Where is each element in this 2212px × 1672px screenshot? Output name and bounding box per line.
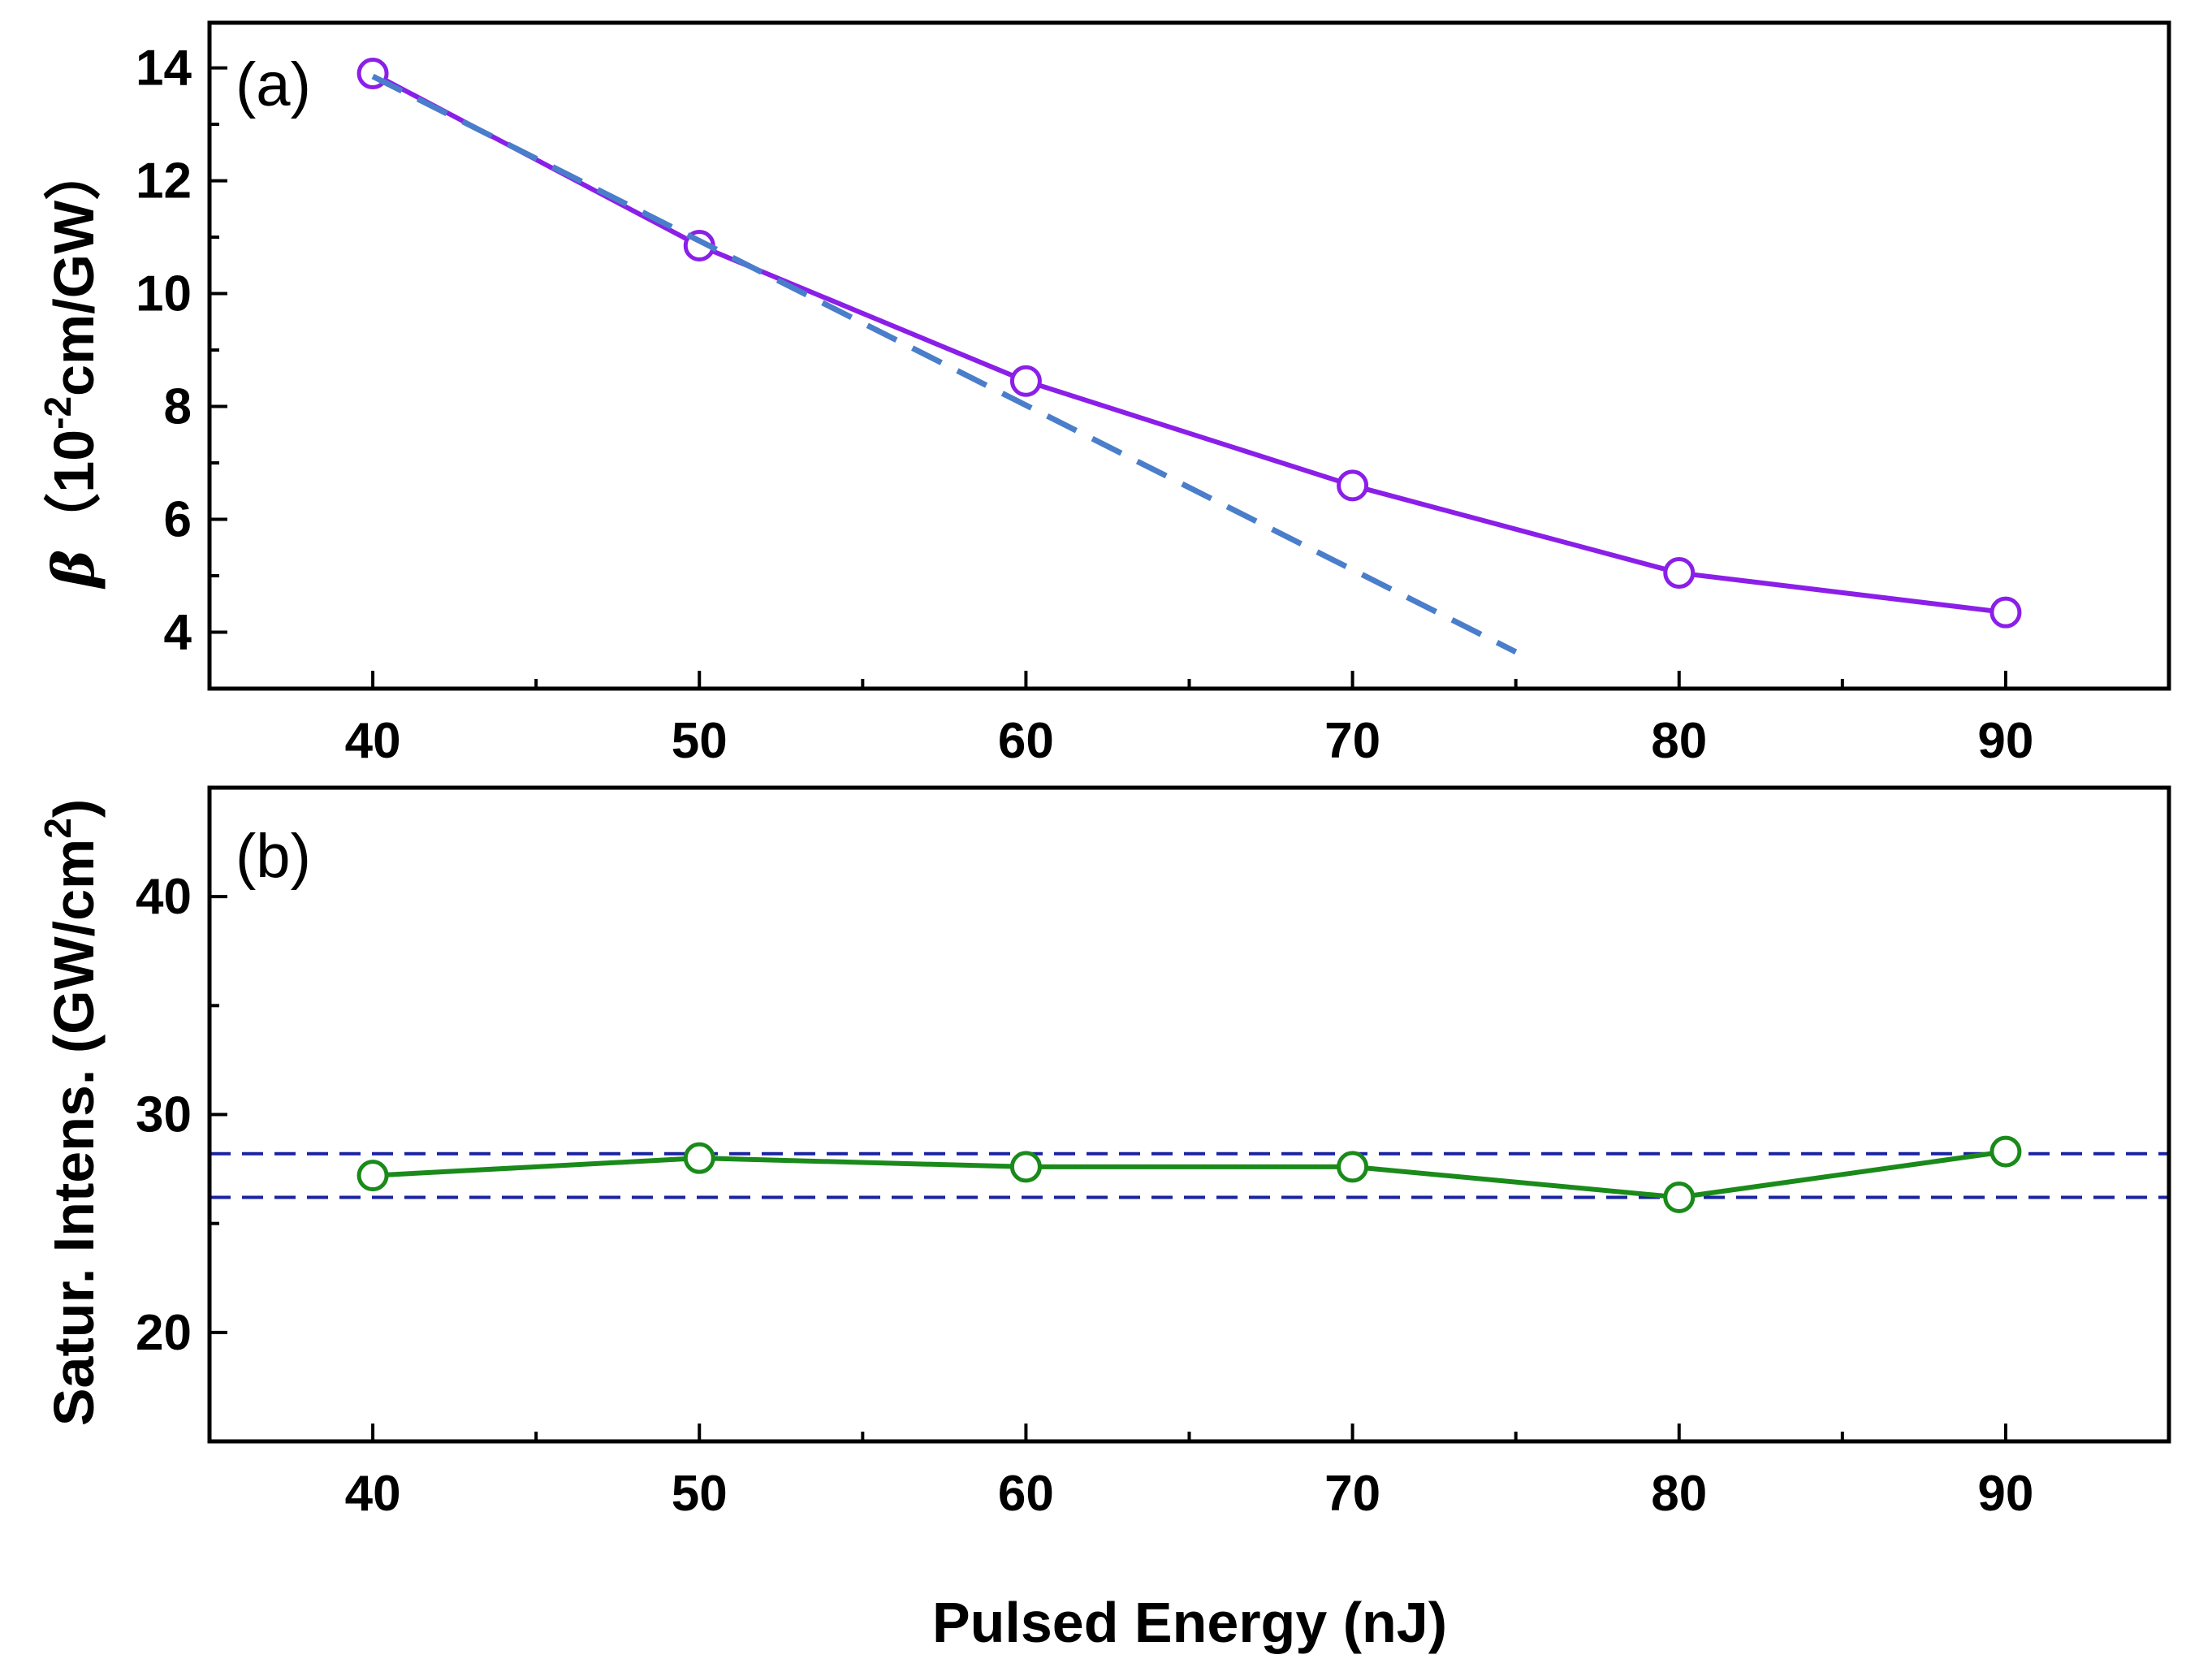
panel-b-ylabel-exp: 2 — [37, 818, 79, 839]
panel-b-x-tick-label: 50 — [672, 1466, 728, 1522]
panel-a-ylabel-base: 10 — [42, 430, 106, 493]
panel-b-data-point — [356, 1160, 389, 1192]
panel-b-data-point — [1337, 1151, 1369, 1183]
panel-a-data-point — [1663, 557, 1696, 590]
panel-b-y-tick-label: 30 — [136, 1087, 192, 1143]
panel-a-y-tick-label: 8 — [164, 379, 192, 435]
panel-a-x-tick-label: 60 — [998, 713, 1054, 769]
panel-b: 40 50 60 70 80 90 20 30 40 (b) Satur. Intens. (G… — [37, 785, 2171, 1654]
panel-b-series-line — [372, 1149, 2007, 1200]
panel-a-x-tick-label: 40 — [345, 713, 401, 769]
panel-a-ylabel-open: （ — [42, 493, 106, 550]
panel-a-data-point — [1009, 365, 1042, 397]
panel-b-ylabel-base: Satur. Intens. (GW/cm — [42, 839, 106, 1426]
panel-a-y-tick-label: 10 — [136, 266, 192, 322]
beta-symbol: β — [40, 550, 107, 590]
panel-b-y-tick-label: 20 — [136, 1305, 192, 1361]
panel-a-y-tick-label: 14 — [136, 41, 192, 97]
panel-b-label: (b) — [235, 822, 311, 891]
panel-a-y-tick-label: 6 — [164, 492, 192, 548]
panel-a-x-tick-label: 70 — [1324, 713, 1380, 769]
panel-b-data-point — [1663, 1181, 1696, 1213]
panel-a-data-point — [1990, 596, 2022, 629]
panel-b-y-axis-title: Satur. Intens. (GW/cm2) — [37, 799, 106, 1426]
panel-a-x-tick-label: 80 — [1651, 713, 1707, 769]
panel-b-y-tick-label: 40 — [136, 869, 192, 925]
panel-a-y-tick-label: 4 — [164, 605, 192, 661]
panel-a-fit-line — [371, 73, 1518, 655]
panel-b-data-point — [1990, 1135, 2022, 1168]
panel-a-y-tick-label: 12 — [136, 153, 192, 210]
panel-a-data-point — [1337, 469, 1369, 502]
panel-a-ylabel-close: ） — [42, 144, 106, 201]
x-axis-title: Pulsed Energy (nJ) — [932, 1591, 1447, 1654]
panel-a-label: (a) — [235, 50, 311, 119]
panel-b-x-tick-label: 60 — [998, 1466, 1054, 1522]
panel-a-y-axis-title: β（10-2cm/GW） — [37, 144, 107, 590]
panel-a-ylabel-unit: cm/GW — [42, 201, 106, 396]
panel-a-x-tick-label: 50 — [672, 713, 728, 769]
panel-a-ylabel-exp: -2 — [37, 396, 79, 430]
panel-b-data-point — [1009, 1151, 1042, 1183]
panel-a-series-line — [371, 71, 2007, 616]
panel-b-x-tick-label: 70 — [1324, 1466, 1380, 1522]
panel-b-x-tick-label: 90 — [1977, 1466, 2033, 1522]
panel-a-x-tick-label: 90 — [1977, 713, 2033, 769]
panel-b-x-tick-label: 40 — [345, 1466, 401, 1522]
panel-b-x-tick-label: 80 — [1651, 1466, 1707, 1522]
panel-b-ylabel-close: ) — [42, 799, 106, 818]
panel-b-data-point — [683, 1142, 715, 1174]
panel-a-frame — [207, 20, 2171, 691]
panel-b-frame — [207, 785, 2171, 1444]
